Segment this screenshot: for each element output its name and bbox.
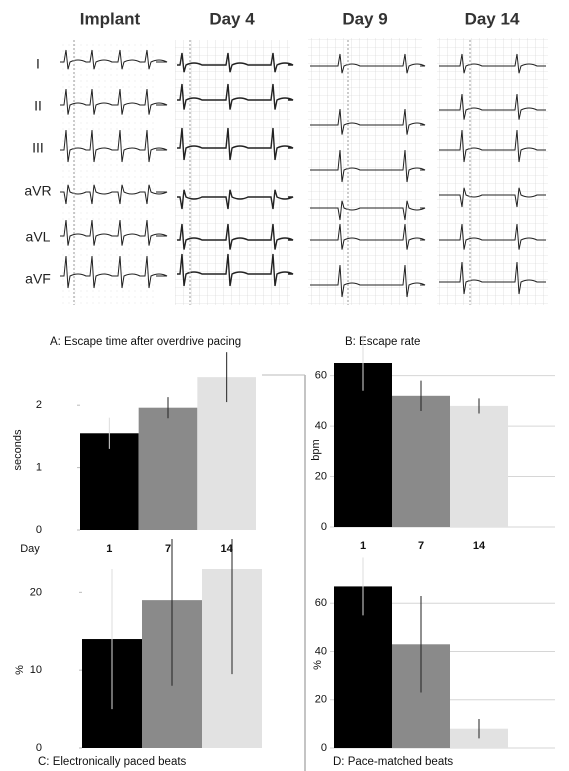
lead-label: aVF [25,271,51,287]
chart-title: D: Pace-matched beats [333,756,453,768]
figure: Implant Day 4 Day 9 Day 14 I II III aVR … [0,0,569,771]
y-tick-label: 20 [30,586,42,598]
lead-label: III [32,140,44,156]
y-tick-label: 10 [30,664,42,676]
y-tick-label: 60 [315,370,327,382]
y-tick-label: 1 [36,462,42,474]
y-tick-label: 0 [36,524,42,536]
lead-label: aVR [24,183,51,199]
chart-title: B: Escape rate [345,336,420,348]
x-axis-label: Day [20,543,40,555]
x-tick-label: 7 [165,543,171,555]
y-tick-label: 20 [315,470,327,482]
x-tick-label: 1 [360,540,366,552]
y-tick-label: 40 [315,645,327,657]
chart-title: C: Electronically paced beats [38,756,187,768]
x-tick-label: 1 [106,543,112,555]
ecg-panel [175,40,290,305]
x-tick-label: 7 [418,540,424,552]
y-axis-label: % [312,660,324,670]
lead-label: II [34,98,42,114]
x-tick-label: 14 [473,540,486,552]
y-tick-label: 0 [36,742,42,754]
ecg-panel [437,38,548,305]
y-tick-label: 0 [321,742,327,754]
y-tick-label: 20 [315,694,327,706]
bar [139,408,198,530]
y-tick-label: 0 [321,521,327,533]
y-tick-label: 40 [315,420,327,432]
column-header: Day 14 [465,9,520,28]
ecg-panel [308,38,422,305]
y-axis-label: bpm [310,439,322,460]
chart-title: A: Escape time after overdrive pacing [50,336,241,348]
column-header: Implant [80,9,141,28]
y-tick-label: 60 [315,597,327,609]
y-axis-label: seconds [12,429,24,470]
y-tick-label: 2 [36,399,42,411]
bar [392,396,450,527]
lead-label: aVL [26,229,51,245]
lead-label: I [36,56,40,72]
ecg-panel [58,40,158,305]
column-header: Day 9 [342,9,387,28]
column-header: Day 4 [209,9,255,28]
y-axis-label: % [14,665,26,675]
bar [450,406,508,527]
